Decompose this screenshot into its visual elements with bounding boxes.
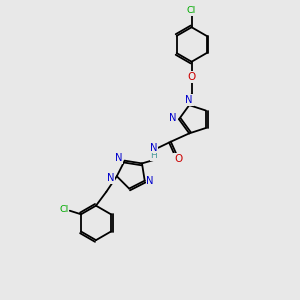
Text: N: N: [146, 176, 154, 186]
Text: Cl: Cl: [187, 6, 196, 15]
Text: H: H: [151, 151, 157, 160]
Text: O: O: [174, 154, 182, 164]
Text: N: N: [169, 113, 176, 123]
Text: N: N: [150, 143, 158, 153]
Text: Cl: Cl: [59, 205, 68, 214]
Text: N: N: [185, 95, 193, 105]
Text: O: O: [188, 72, 196, 82]
Text: N: N: [115, 153, 122, 163]
Text: N: N: [107, 173, 115, 183]
